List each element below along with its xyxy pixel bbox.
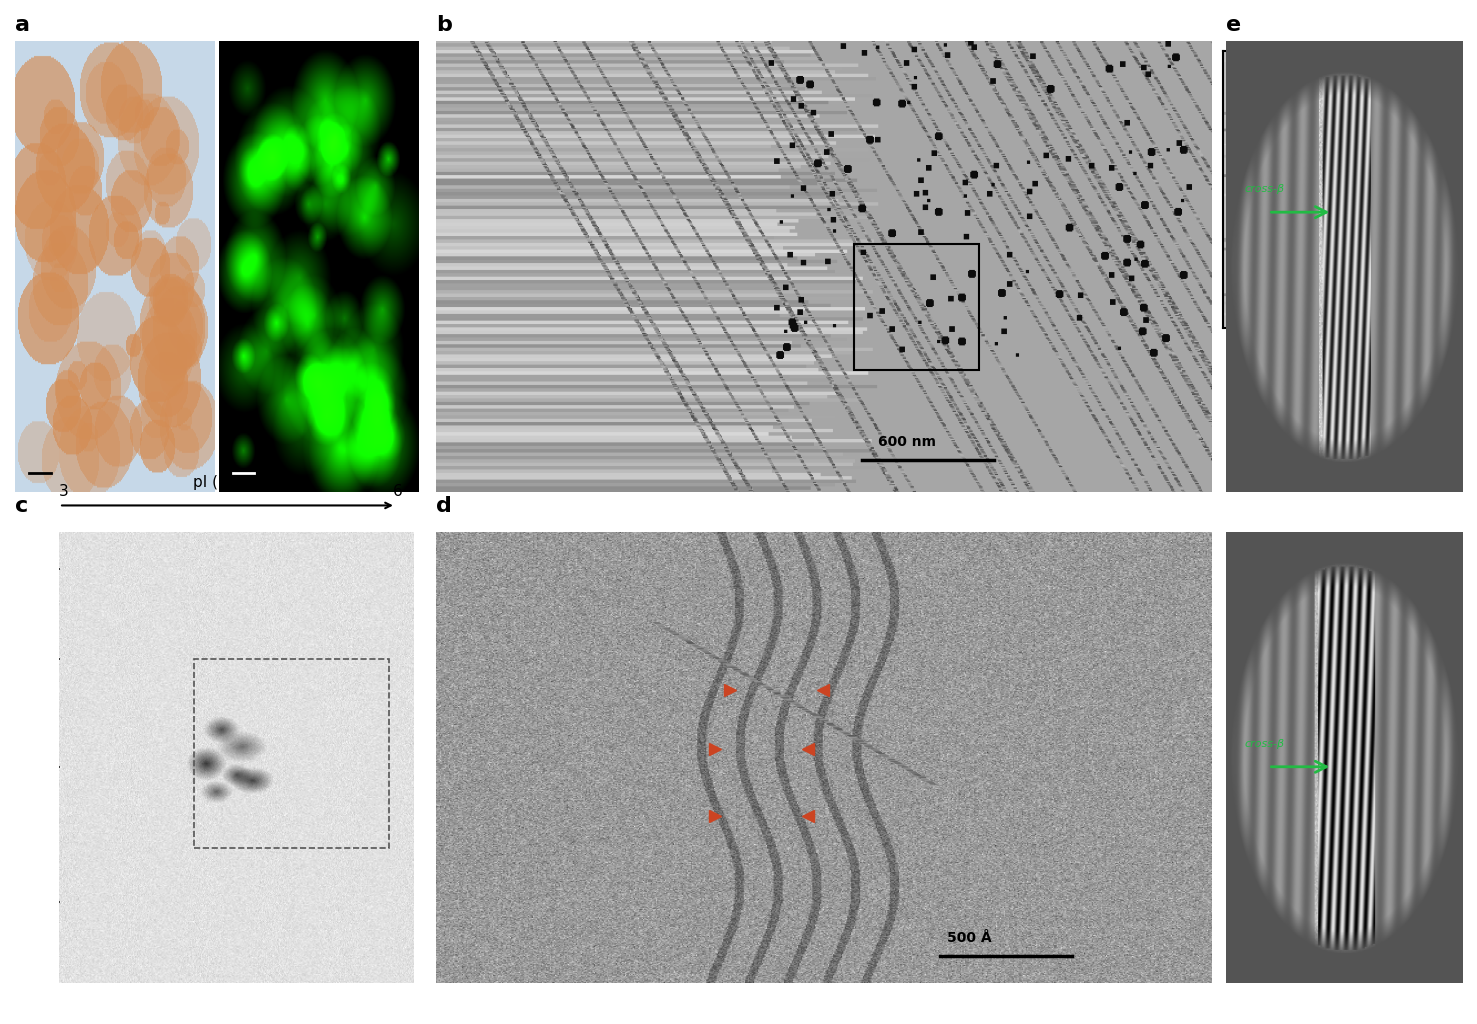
Text: a: a (15, 14, 30, 35)
Text: d: d (436, 496, 452, 516)
Text: 500 Å: 500 Å (948, 932, 993, 945)
Text: cross-β: cross-β (1245, 184, 1285, 195)
Text: 600 nm: 600 nm (877, 435, 936, 450)
Text: 6: 6 (393, 484, 403, 500)
Text: cross-β: cross-β (1245, 738, 1285, 749)
Text: 3: 3 (59, 484, 69, 500)
Bar (854, 244, 979, 370)
Text: b: b (436, 14, 452, 35)
Text: c: c (15, 496, 28, 516)
Bar (193, 658, 388, 848)
Text: e: e (1226, 14, 1241, 35)
Text: pI (NL): pI (NL) (193, 475, 244, 490)
